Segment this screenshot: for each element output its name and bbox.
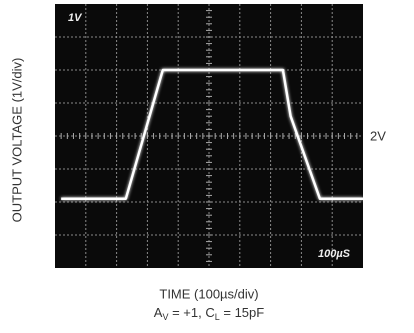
condition-part: = +1, C (168, 305, 214, 320)
volts-per-div: 1V (68, 12, 83, 24)
x-axis-label: TIME (100µs/div) (159, 286, 258, 301)
time-per-div: 100µS (318, 248, 351, 260)
y-axis-label: OUTPUT VOLTAGE (1V/div) (9, 58, 24, 223)
condition: AV = +1, CL = 15pF (154, 305, 264, 322)
condition-sub: L (215, 312, 220, 322)
condition-part: = 15pF (220, 305, 265, 320)
reference-label: 2V (370, 128, 386, 143)
condition-part: A (154, 305, 163, 320)
trace (61, 68, 363, 200)
condition-sub: V (162, 312, 168, 322)
